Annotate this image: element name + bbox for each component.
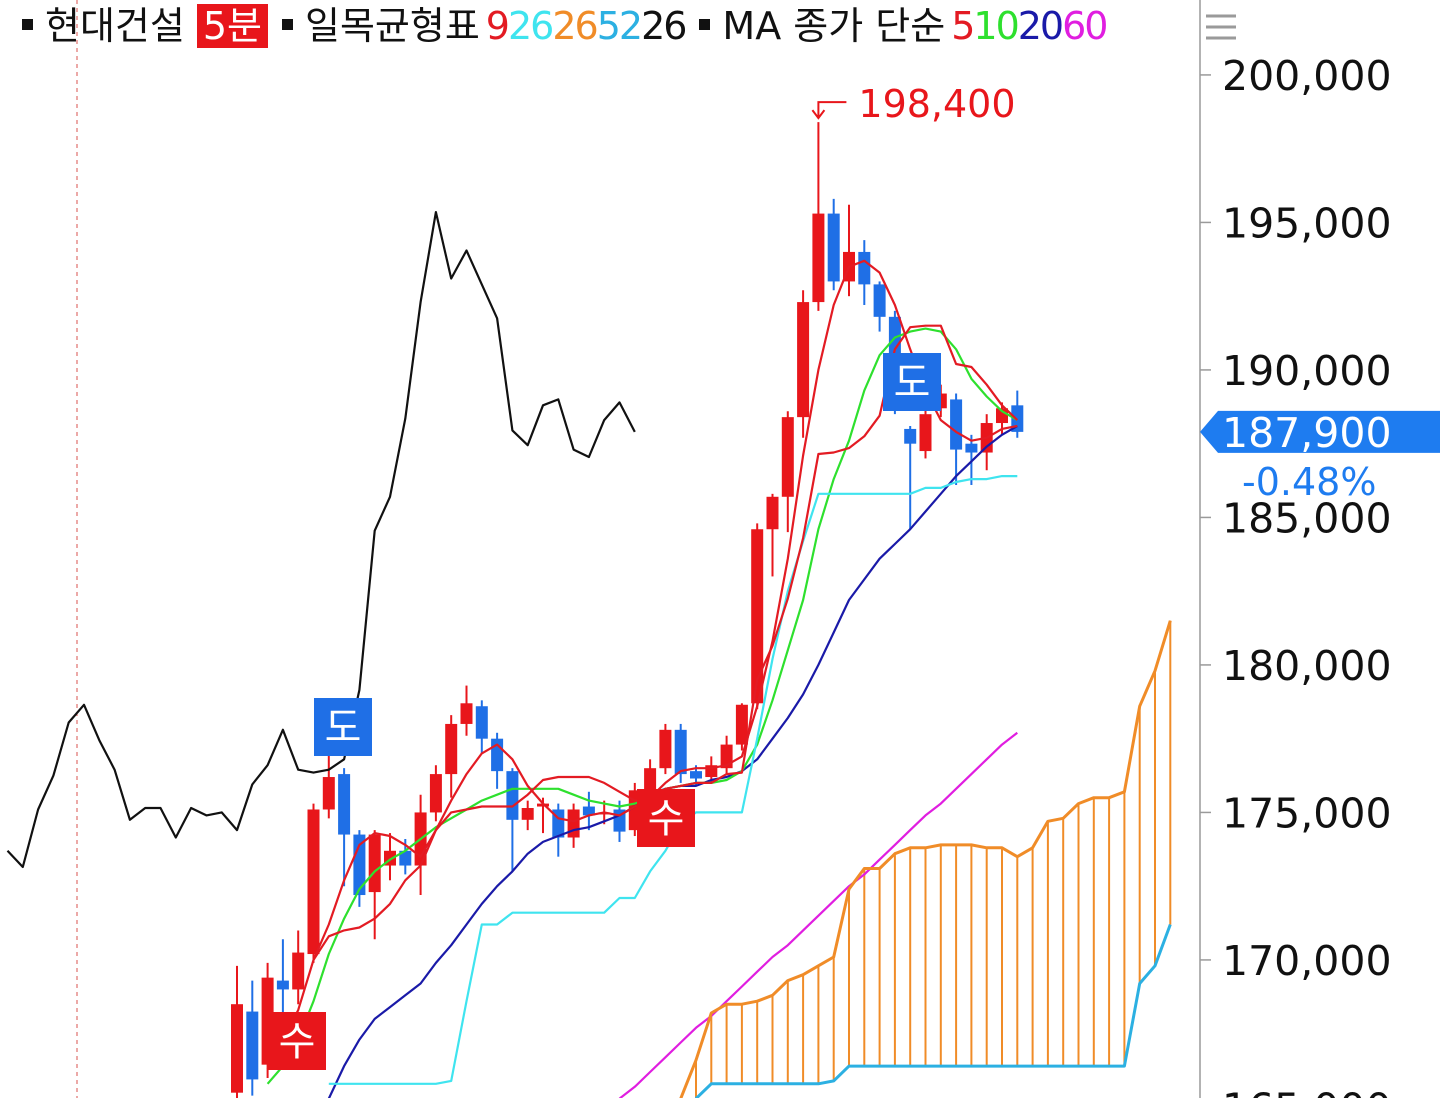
candle-body [399,850,412,866]
y-tick-label: 200,000 [1222,52,1392,100]
indicator-line [327,425,1018,1098]
candle-body [445,723,458,775]
indicator-label: 일목균형표 [304,4,480,48]
y-axis: 165,000 170,000 175,000 180,000 185,000 190,0… [1200,52,1392,1098]
indicator-line [618,731,1018,1098]
candle-body [690,771,702,779]
signal-label: 도 [325,705,362,751]
bullet [699,19,711,30]
candle-body [276,980,289,990]
legend-entry[interactable]: 5 [951,4,975,48]
max-label: 198,400 [858,82,1015,126]
candle-body [567,809,580,838]
interval-badge[interactable]: 5분 [196,4,268,48]
cloud [695,620,1172,1098]
candle-body [919,414,932,452]
y-tick-label: 175,000 [1222,789,1392,837]
candle-body [965,443,978,453]
signal-box [637,789,695,847]
legend-group: 926265226 [480,4,688,48]
legend-entry[interactable]: 26 [552,4,598,48]
candle-body [338,774,351,835]
y-tick-label: 185,000 [1222,494,1392,542]
candle-body [368,834,381,893]
change-label: -0.48% [1242,460,1376,504]
y-tick-label: 170,000 [1222,937,1392,985]
legend-entry[interactable]: 9 [485,4,510,48]
legend-header: 현대건설 5분 일목균형표 926265226 MA 종가 단순 5102060 [8,2,1198,50]
indicator-lines [6,211,1172,1098]
candles [231,122,1024,1098]
candle-body [751,529,764,704]
candle-body [292,952,305,990]
legend-group: 5102060 [945,4,1108,48]
candle-body [950,399,963,450]
price-tag [1200,410,1440,453]
legend-entry[interactable]: 52 [596,4,643,48]
candle-body [659,729,672,769]
annotations: 198,400 187,900-0.48% 수 도수 도 [268,82,1440,1070]
legend-entry[interactable]: 10 [973,4,1019,48]
legend-entry[interactable]: 60 [1062,4,1108,48]
signal-label: 수 [648,796,685,842]
candle-body [521,808,534,820]
signal-label: 도 [894,360,931,406]
candle-body [858,251,871,285]
candle-body [460,703,473,724]
legend-entry[interactable]: 26 [641,4,687,48]
candle-body [644,768,657,791]
candle-body [873,284,886,317]
indicator-line [679,620,1172,1098]
signal-box [314,698,372,756]
y-tick-label: 195,000 [1222,199,1392,247]
indicator-label: MA 종가 단순 [722,4,946,48]
stock-name: 현대건설 [45,4,185,48]
y-tick-label: 180,000 [1222,642,1392,690]
price-label: 187,900 [1222,409,1392,457]
signal-label: 수 [279,1019,316,1065]
candle-body [797,302,810,418]
candle-body [246,1011,259,1080]
candle-body [322,777,335,810]
candle-body [506,771,519,820]
indicator-line [694,923,1172,1098]
signal-box [883,353,941,411]
candle-body [781,417,794,497]
indicator-line [312,324,1019,961]
candle-body [766,496,779,530]
candle-body [475,706,488,739]
candle-body [231,1004,243,1093]
legend-entry[interactable]: 26 [507,4,554,48]
y-tick-label: 165,000 [1222,1084,1392,1098]
candle-body [582,806,595,816]
bullet [22,19,33,30]
candle-body [904,428,917,444]
candle-body [827,213,840,282]
legend-entry[interactable]: 20 [1017,4,1064,48]
signal-box [268,1012,326,1070]
indicator-line [6,211,636,869]
candle-body [735,704,748,745]
candle-body [812,213,825,303]
candle-body [307,809,320,955]
menu-icon[interactable] [1204,12,1238,42]
candle-body [674,729,687,775]
bullet [281,19,293,30]
max-pointer [811,101,847,120]
candle-body [429,774,442,813]
y-tick-label: 190,000 [1222,347,1392,395]
candle-body [705,765,718,778]
